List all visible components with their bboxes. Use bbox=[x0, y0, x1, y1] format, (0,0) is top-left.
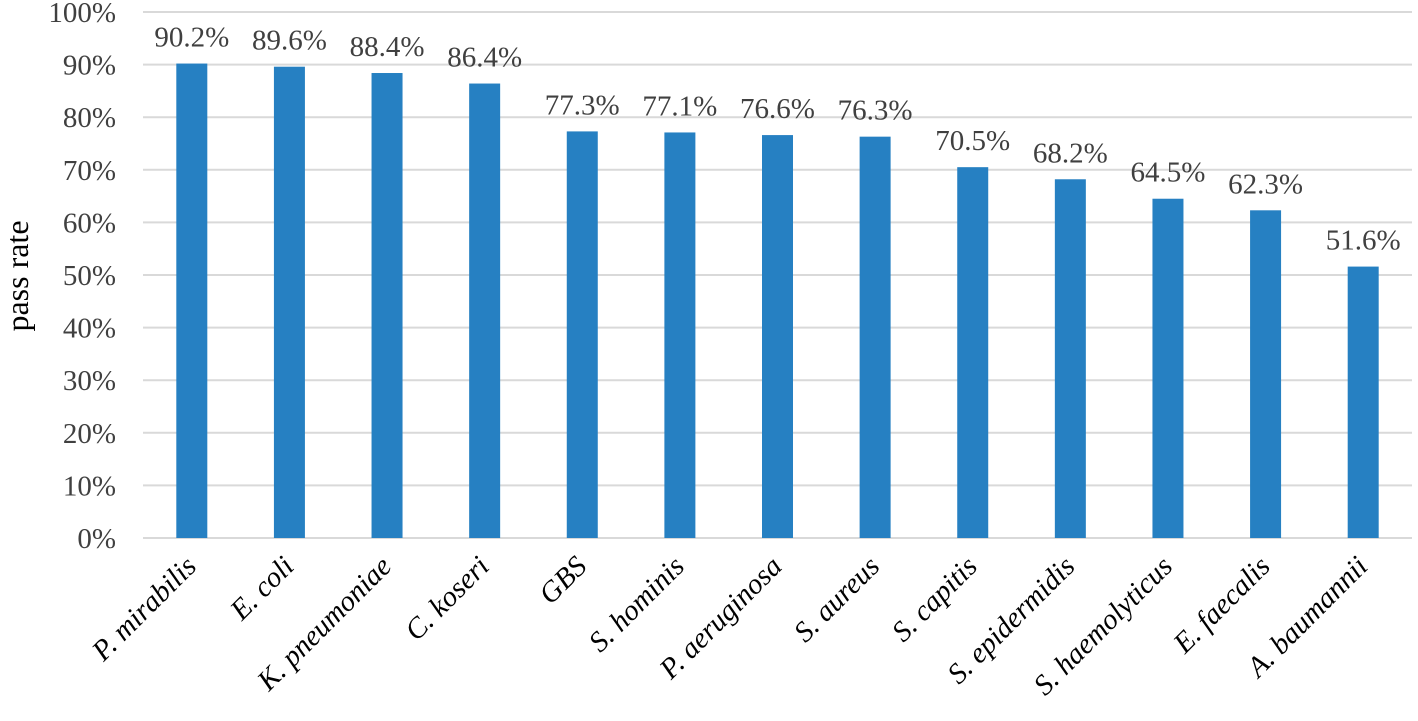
data-label: 88.4% bbox=[350, 31, 425, 63]
y-tick-label: 90% bbox=[63, 50, 116, 82]
y-tick-label: 70% bbox=[63, 155, 116, 187]
bars bbox=[176, 63, 1379, 539]
data-label: 76.6% bbox=[740, 93, 815, 125]
bar bbox=[957, 167, 989, 539]
y-axis-label: pass rate bbox=[0, 220, 35, 331]
data-label: 76.3% bbox=[838, 95, 913, 127]
y-tick-label: 50% bbox=[63, 260, 116, 292]
bar bbox=[664, 132, 696, 539]
y-tick-label: 100% bbox=[48, 0, 116, 29]
category-label: C. koseri bbox=[399, 550, 496, 647]
y-tick-label: 20% bbox=[63, 418, 116, 450]
data-label: 64.5% bbox=[1131, 157, 1206, 189]
bar bbox=[859, 136, 891, 539]
data-label: 68.2% bbox=[1033, 137, 1108, 169]
data-label: 86.4% bbox=[447, 42, 522, 74]
category-label: S. aureus bbox=[788, 550, 886, 648]
bar bbox=[566, 131, 598, 539]
data-label: 51.6% bbox=[1326, 225, 1401, 257]
bar bbox=[176, 63, 208, 538]
data-label: 70.5% bbox=[935, 125, 1010, 157]
data-label: 62.3% bbox=[1228, 168, 1303, 200]
bar bbox=[762, 135, 793, 539]
y-tick-label: 80% bbox=[63, 102, 116, 134]
category-label: S. capitis bbox=[886, 550, 984, 648]
bar bbox=[1347, 266, 1379, 538]
bar bbox=[371, 73, 403, 539]
bar bbox=[1054, 179, 1086, 538]
bar bbox=[273, 66, 305, 538]
data-label: 89.6% bbox=[252, 25, 327, 57]
y-tick-label: 30% bbox=[63, 365, 116, 397]
data-label: 77.3% bbox=[545, 89, 620, 121]
data-labels: 90.2% 89.6% 88.4% 86.4% 77.3% 77.1% 76.6% 76.3%… bbox=[154, 22, 1400, 257]
y-tick-label: 60% bbox=[63, 207, 116, 239]
y-tick-label: 0% bbox=[77, 523, 116, 555]
bar bbox=[1250, 210, 1282, 538]
category-label: P. mirabilis bbox=[85, 550, 203, 668]
category-label: E. coli bbox=[224, 550, 301, 627]
data-label: 77.1% bbox=[642, 90, 717, 122]
bar bbox=[469, 83, 501, 538]
y-tick-label: 10% bbox=[63, 470, 116, 502]
y-tick-label: 40% bbox=[63, 313, 116, 345]
category-label: GBS bbox=[533, 550, 594, 611]
data-label: 90.2% bbox=[154, 22, 229, 54]
bar bbox=[1152, 198, 1184, 539]
y-axis-ticks: 0% 10% 20% 30% 40% 50% 60% 70% 80% 90% 100% bbox=[48, 0, 116, 555]
